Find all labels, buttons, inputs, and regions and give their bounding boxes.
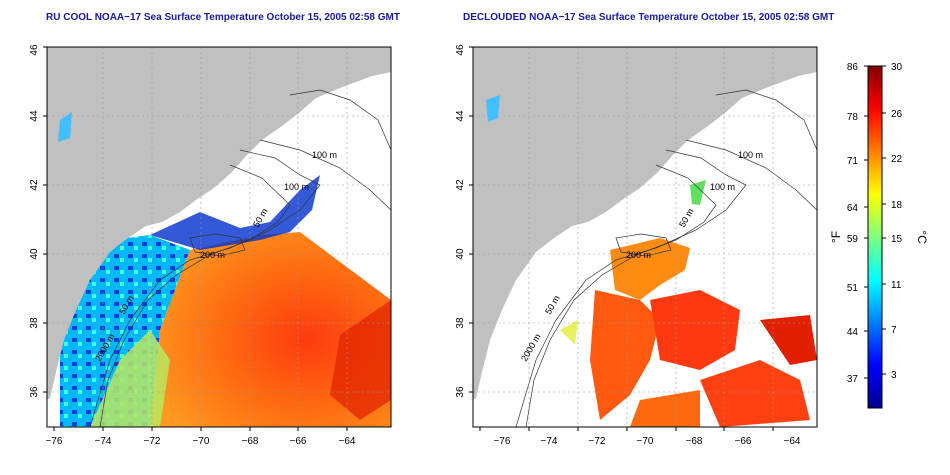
right-shelf-patch — [690, 180, 706, 205]
right-x-tick: −66 — [735, 436, 752, 447]
colorbar-f-tick: 44 — [847, 327, 859, 338]
colorbar-c-tick: 15 — [891, 234, 903, 245]
colorbar-ticks — [864, 65, 886, 379]
left-x-tick: −64 — [339, 436, 356, 447]
left-map-frame — [46, 46, 392, 428]
colorbar-c-tick: 30 — [891, 62, 903, 73]
right-warm-patches — [560, 238, 817, 427]
fahrenheit-unit-label: °F — [829, 231, 843, 243]
right-y-tick: 40 — [455, 248, 466, 260]
left-x-tick: −68 — [242, 436, 259, 447]
colorbar-c-tick: 7 — [891, 325, 897, 336]
colorbar-c-tick: 26 — [891, 109, 903, 120]
right-contour-label-200m: 200 m — [626, 250, 651, 260]
colorbar-f-tick: 78 — [847, 112, 859, 123]
celsius-unit-label: °C — [915, 230, 929, 244]
colorbar-c-tick: 18 — [891, 200, 903, 211]
right-contour-label-100m-b: 100 m — [710, 182, 735, 192]
colorbar-c-tick: 11 — [891, 280, 902, 291]
right-x-tick: −72 — [589, 436, 606, 447]
right-x-tick: −70 — [637, 436, 654, 447]
left-land-mass — [47, 47, 391, 400]
right-y-tick: 42 — [455, 179, 466, 191]
left-contour-label-100m-a: 100 m — [312, 150, 337, 160]
left-x-tick: −76 — [46, 436, 63, 447]
left-map-panel: 100 m 100 m 50 m 200 m 50 m 2000 m — [47, 47, 391, 427]
right-x-tick: −74 — [541, 436, 558, 447]
left-warm-water-region — [150, 232, 391, 427]
right-bathymetry-contours — [515, 89, 817, 427]
right-map-grid — [473, 47, 817, 427]
colorbar-c-tick: 3 — [891, 370, 897, 381]
left-y-tick: 40 — [29, 248, 40, 260]
right-map-frame — [472, 46, 818, 428]
right-map-panel: 100 m 100 m 50 m 200 m 50 m 2000 m — [473, 47, 817, 427]
left-x-tick: −66 — [290, 436, 307, 447]
temperature-colorbar — [867, 65, 883, 409]
right-x-tick: −64 — [784, 436, 801, 447]
left-map-grid — [47, 47, 391, 427]
left-shelf-water — [90, 330, 170, 427]
left-contour-label-200m: 200 m — [200, 250, 225, 260]
right-lake-feature — [486, 95, 500, 122]
left-cloud-band — [150, 175, 320, 250]
colorbar-f-tick: 86 — [847, 62, 859, 73]
left-y-tick: 42 — [29, 179, 40, 191]
left-gulf-stream-warm — [330, 300, 391, 420]
right-y-tick: 46 — [455, 44, 466, 56]
left-contour-label-100m-b: 100 m — [284, 182, 309, 192]
right-y-tick: 44 — [455, 110, 466, 122]
colorbar-f-tick: 37 — [847, 374, 859, 385]
left-y-tick: 38 — [29, 317, 40, 329]
colorbar-f-tick: 64 — [847, 203, 859, 214]
right-land-mass — [473, 47, 817, 400]
left-tick-marks — [43, 46, 348, 431]
left-bathymetry-contours — [89, 89, 391, 427]
colorbar-c-tick: 22 — [891, 154, 903, 165]
left-x-tick: −70 — [193, 436, 210, 447]
colorbar-f-tick: 51 — [847, 283, 859, 294]
left-x-tick: −72 — [144, 436, 161, 447]
right-x-tick: −68 — [686, 436, 703, 447]
right-y-tick: 38 — [455, 317, 466, 329]
right-y-tick: 36 — [455, 386, 466, 398]
left-lake-feature — [58, 112, 72, 142]
left-map-title: RU COOL NOAA−17 Sea Surface Temperature … — [46, 12, 400, 23]
colorbar-f-tick: 71 — [847, 156, 859, 167]
left-y-tick: 44 — [29, 110, 40, 122]
colorbar-f-tick: 59 — [847, 234, 859, 245]
right-x-tick: −76 — [494, 436, 511, 447]
right-map-title: DECLOUDED NOAA−17 Sea Surface Temperatur… — [463, 12, 835, 23]
right-contour-label-100m-a: 100 m — [738, 150, 763, 160]
right-tick-marks — [469, 46, 774, 431]
left-x-tick: −74 — [95, 436, 112, 447]
left-y-tick: 36 — [29, 386, 40, 398]
left-y-tick: 46 — [29, 44, 40, 56]
